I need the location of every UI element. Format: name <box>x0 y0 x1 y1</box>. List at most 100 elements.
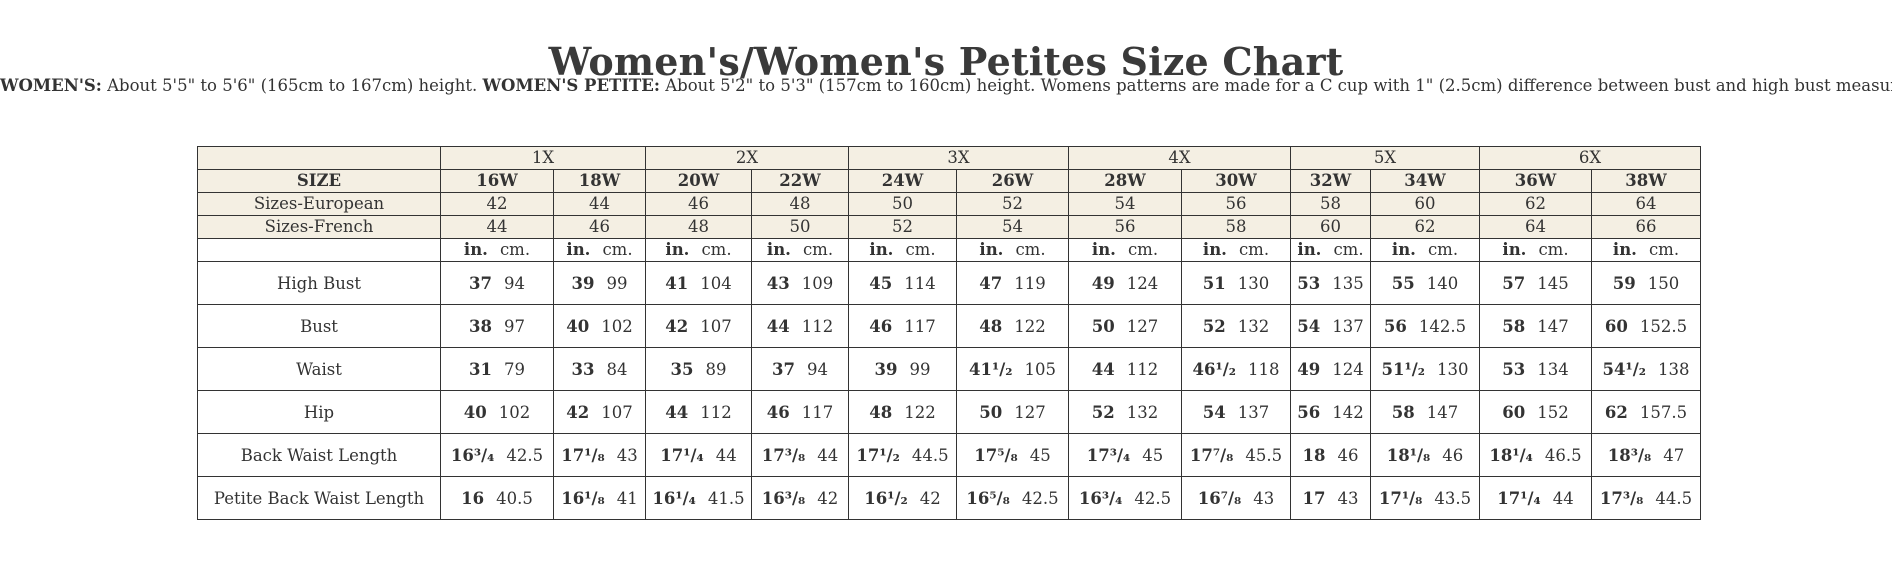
centimeters-value: 117 <box>904 316 936 336</box>
centimeters-value: 99 <box>909 359 931 379</box>
centimeters-value: 124 <box>1126 273 1159 293</box>
measurement-pair: 60 152.5 <box>1593 317 1700 336</box>
inches-value: 17¹/₄ <box>660 445 704 465</box>
european-row: Sizes-European 42 44 46 48 50 52 54 56 58 60 62 64 <box>197 192 1701 216</box>
inches-value: 17 <box>1302 488 1326 508</box>
measurement-cell: 58 147 <box>1370 390 1480 434</box>
measurement-cell: 17³/₈ 44 <box>751 433 849 477</box>
centimeters-value: 97 <box>503 316 525 336</box>
centimeters-value: 122 <box>904 402 936 422</box>
unit-pair: in. cm. <box>850 240 956 261</box>
measurement-pair: 17¹/₈ 43.5 <box>1372 489 1479 508</box>
measurement-pair: 18¹/₈ 46 <box>1372 445 1479 465</box>
measurement-cell: 45 114 <box>848 261 957 305</box>
european-cell: 46 <box>645 192 752 216</box>
inches-value: 56 <box>1383 316 1407 336</box>
inches-value: 49 <box>1091 273 1115 293</box>
measurement-pair: 58 147 <box>1481 316 1591 336</box>
unit-inches: in. <box>979 240 1004 259</box>
inches-value: 33 <box>571 359 595 379</box>
size-label: SIZE <box>197 169 441 193</box>
measurement-pair: 40 102 <box>442 403 553 422</box>
unit-cell: in. cm. <box>848 238 957 262</box>
inches-value: 58 <box>1502 316 1526 336</box>
group-header: 3X <box>848 146 1069 170</box>
unit-centimeters: cm. <box>1538 240 1569 259</box>
unit-pair: in. cm. <box>647 240 751 261</box>
centimeters-value: 42.5 <box>506 445 544 465</box>
measurement-pair: 44 112 <box>647 403 751 422</box>
measurement-cell: 57 145 <box>1479 261 1592 305</box>
unit-cell: in. cm. <box>1370 238 1480 262</box>
measurement-cell: 44 112 <box>1068 347 1182 391</box>
centimeters-value: 150 <box>1647 273 1680 293</box>
centimeters-value: 44.5 <box>1655 488 1693 508</box>
unit-inches: in. <box>1297 240 1322 259</box>
european-cell: 56 <box>1181 192 1291 216</box>
measurement-pair: 16¹/₈ 41 <box>555 489 645 508</box>
measurement-cell: 62 157.5 <box>1591 390 1701 434</box>
size-cell: 24W <box>848 169 957 193</box>
measurement-pair: 18³/₈ 47 <box>1593 446 1700 465</box>
measurement-pair: 47 119 <box>958 274 1068 293</box>
unit-cell: in. cm. <box>645 238 752 262</box>
measurement-label: Waist <box>197 347 441 391</box>
measurement-cell: 54 137 <box>1290 304 1371 348</box>
inches-value: 17³/₈ <box>761 445 806 465</box>
unit-cell: in. cm. <box>553 238 646 262</box>
unit-pair: in. cm. <box>753 240 848 261</box>
group-header: 5X <box>1290 146 1480 170</box>
unit-cell: in. cm. <box>1181 238 1291 262</box>
intro-text: WOMEN'S: About 5'5" to 5'6" (165cm to 16… <box>0 76 1892 95</box>
measurement-pair: 16⁵/₈ 42.5 <box>958 489 1068 508</box>
measurement-pair: 55 140 <box>1372 274 1479 293</box>
inches-value: 60 <box>1502 402 1526 422</box>
centimeters-value: 124 <box>1332 359 1364 379</box>
measurement-cell: 53 134 <box>1479 347 1592 391</box>
inches-value: 46 <box>869 316 893 336</box>
centimeters-value: 99 <box>606 273 628 293</box>
measurement-cell: 33 84 <box>553 347 646 391</box>
womens-text: About 5'5" to 5'6" (165cm to 167cm) heig… <box>101 76 483 95</box>
centimeters-value: 147 <box>1426 402 1459 422</box>
measurement-cell: 50 127 <box>1068 304 1182 348</box>
european-cell: 60 <box>1370 192 1480 216</box>
centimeters-value: 112 <box>801 316 834 336</box>
measurement-cell: 46 117 <box>751 390 849 434</box>
size-cell: 28W <box>1068 169 1182 193</box>
womens-label: WOMEN'S: <box>0 76 102 95</box>
measurement-pair: 31 79 <box>442 359 553 379</box>
size-cell: 18W <box>553 169 646 193</box>
unit-cell: in. cm. <box>440 238 554 262</box>
inches-value: 16³/₄ <box>450 445 495 465</box>
unit-pair: in. cm. <box>1070 240 1181 261</box>
french-cell: 58 <box>1181 215 1291 239</box>
centimeters-value: 41.5 <box>707 488 745 508</box>
measurement-pair: 17¹/₈ 43 <box>555 446 645 465</box>
centimeters-value: 109 <box>801 273 834 293</box>
measurement-label: Petite Back Waist Length <box>197 476 441 520</box>
measurement-cell: 59 150 <box>1591 261 1701 305</box>
measurement-pair: 46 117 <box>753 403 848 422</box>
group-header: 1X <box>440 146 646 170</box>
measurement-pair: 58 147 <box>1372 402 1479 422</box>
inches-value: 42 <box>566 402 590 422</box>
measurement-cell: 37 94 <box>440 261 554 305</box>
centimeters-value: 145 <box>1537 273 1569 293</box>
measurement-pair: 17³/₄ 45 <box>1070 446 1181 465</box>
measurement-cell: 41 104 <box>645 261 752 305</box>
inches-value: 51¹/₂ <box>1381 359 1425 379</box>
french-cell: 46 <box>553 215 646 239</box>
inches-value: 31 <box>469 359 492 379</box>
french-cell: 66 <box>1591 215 1701 239</box>
unit-pair: in. cm. <box>555 240 645 261</box>
centimeters-value: 105 <box>1024 359 1056 379</box>
european-cell: 42 <box>440 192 554 216</box>
measurement-pair: 16¹/₄ 41.5 <box>647 488 751 508</box>
inches-value: 16¹/₂ <box>864 488 908 508</box>
measurement-cell: 42 107 <box>645 304 752 348</box>
french-cell: 48 <box>645 215 752 239</box>
centimeters-value: 122 <box>1014 316 1046 336</box>
measurement-pair: 41¹/₂ 105 <box>958 359 1068 379</box>
inches-value: 18¹/₈ <box>1386 445 1431 465</box>
